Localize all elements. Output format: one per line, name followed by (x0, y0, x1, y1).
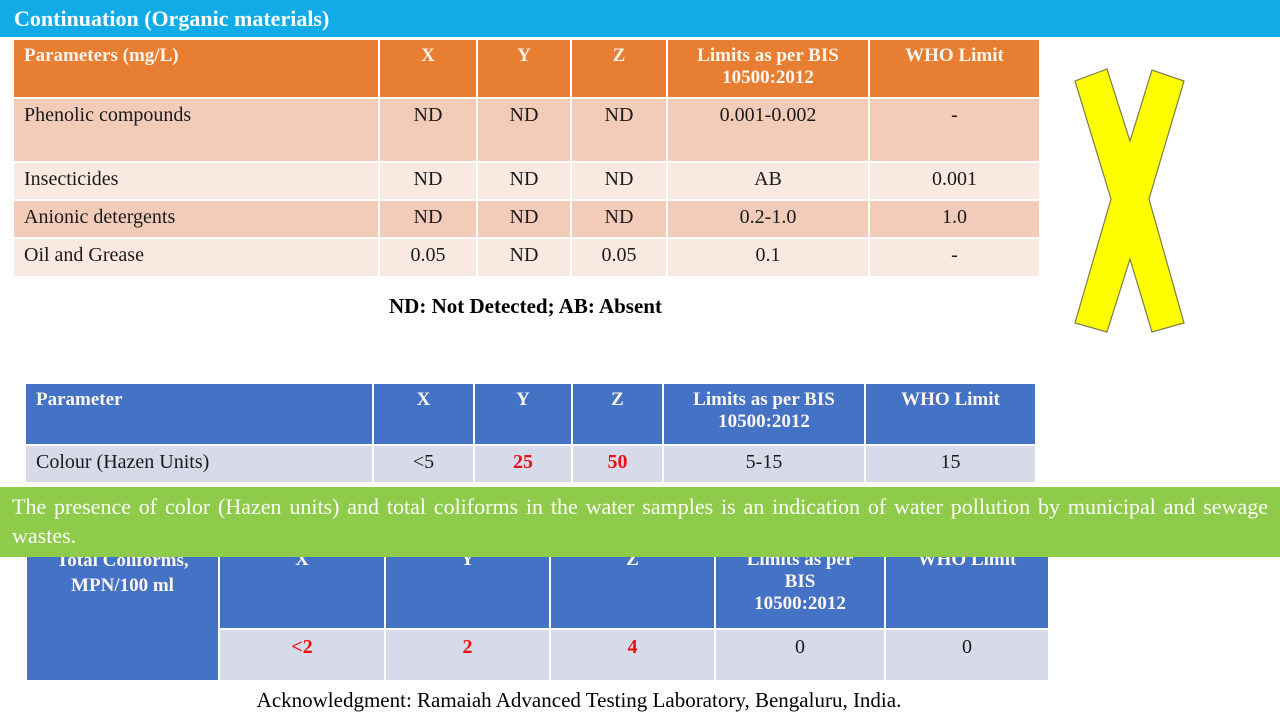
colour-table: Parameter X Y Z Limits as per BIS 10500:… (26, 384, 1035, 482)
table-cell: <5 (374, 446, 473, 482)
table-cell: Colour (Hazen Units) (26, 446, 372, 482)
table-cell: 0.2-1.0 (668, 201, 868, 237)
table-cell: ND (380, 163, 476, 199)
table-cell: ND (380, 99, 476, 161)
column-header-y: Y (478, 40, 570, 97)
table-cell-exceeded: 50 (573, 446, 662, 482)
table-cell: 0.05 (380, 239, 476, 276)
table-cell: Insecticides (14, 163, 378, 199)
column-header-parameters: Parameters (mg/L) (14, 40, 378, 97)
abbreviation-note: ND: Not Detected; AB: Absent (389, 294, 662, 318)
table-cell-exceeded: <2 (220, 630, 384, 680)
coliforms-table: Total Coliforms, MPN/100 ml X Y Z Limits… (27, 543, 1048, 680)
acknowledgment: Acknowledgment: Ramaiah Advanced Testing… (256, 688, 902, 712)
table-cell: Phenolic compounds (14, 99, 378, 161)
table-cell-exceeded: 2 (386, 630, 549, 680)
table-cell: 0 (716, 630, 884, 680)
table-cell: 0 (886, 630, 1048, 680)
table-cell: - (870, 239, 1039, 276)
table-cell: 15 (866, 446, 1035, 482)
table-cell: 0.1 (668, 239, 868, 276)
table-cell: ND (380, 201, 476, 237)
column-header-y: Y (386, 543, 549, 628)
table-cell: ND (478, 99, 570, 161)
column-header-who-limit: WHO Limit (886, 543, 1048, 628)
column-header-z: Z (573, 384, 662, 444)
column-header-x: X (220, 543, 384, 628)
table-cell-exceeded: 25 (475, 446, 571, 482)
table-cell: 0.05 (572, 239, 666, 276)
column-header-x: X (374, 384, 473, 444)
highlight-banner: The presence of color (Hazen units) and … (0, 487, 1280, 557)
highlight-text: The presence of color (Hazen units) and … (12, 494, 1268, 548)
table-cell: 5-15 (664, 446, 864, 482)
table-cell: ND (572, 99, 666, 161)
table-cell: 0.001-0.002 (668, 99, 868, 161)
column-header-who-limit: WHO Limit (870, 40, 1039, 97)
column-header-y: Y (475, 384, 571, 444)
table-cell: ND (572, 201, 666, 237)
table-cell: 0.001 (870, 163, 1039, 199)
table-cell: - (870, 99, 1039, 161)
table-cell: ND (478, 163, 570, 199)
table-cell: Anionic detergents (14, 201, 378, 237)
table-cell: ND (572, 163, 666, 199)
slide-title: Continuation (Organic materials) (14, 5, 330, 31)
column-header-z: Z (551, 543, 714, 628)
column-header-x: X (380, 40, 476, 97)
column-header-bis-limit: Limits as per BIS 10500:2012 (664, 384, 864, 444)
table-cell-exceeded: 4 (551, 630, 714, 680)
organic-parameters-table: Parameters (mg/L) X Y Z Limits as per BI… (14, 40, 1039, 276)
table-cell: Oil and Grease (14, 239, 378, 276)
table-cell: ND (478, 239, 570, 276)
table-cell: 1.0 (870, 201, 1039, 237)
row-header-total-coliforms: Total Coliforms, MPN/100 ml (27, 543, 218, 680)
slide-title-bar: Continuation (Organic materials) (0, 0, 1280, 37)
table-cell: AB (668, 163, 868, 199)
column-header-z: Z (572, 40, 666, 97)
column-header-parameter: Parameter (26, 384, 372, 444)
column-header-bis-limit: Limits as per BIS 10500:2012 (668, 40, 868, 97)
yellow-x-mark (1074, 68, 1185, 333)
column-header-who-limit: WHO Limit (866, 384, 1035, 444)
table-cell: ND (478, 201, 570, 237)
